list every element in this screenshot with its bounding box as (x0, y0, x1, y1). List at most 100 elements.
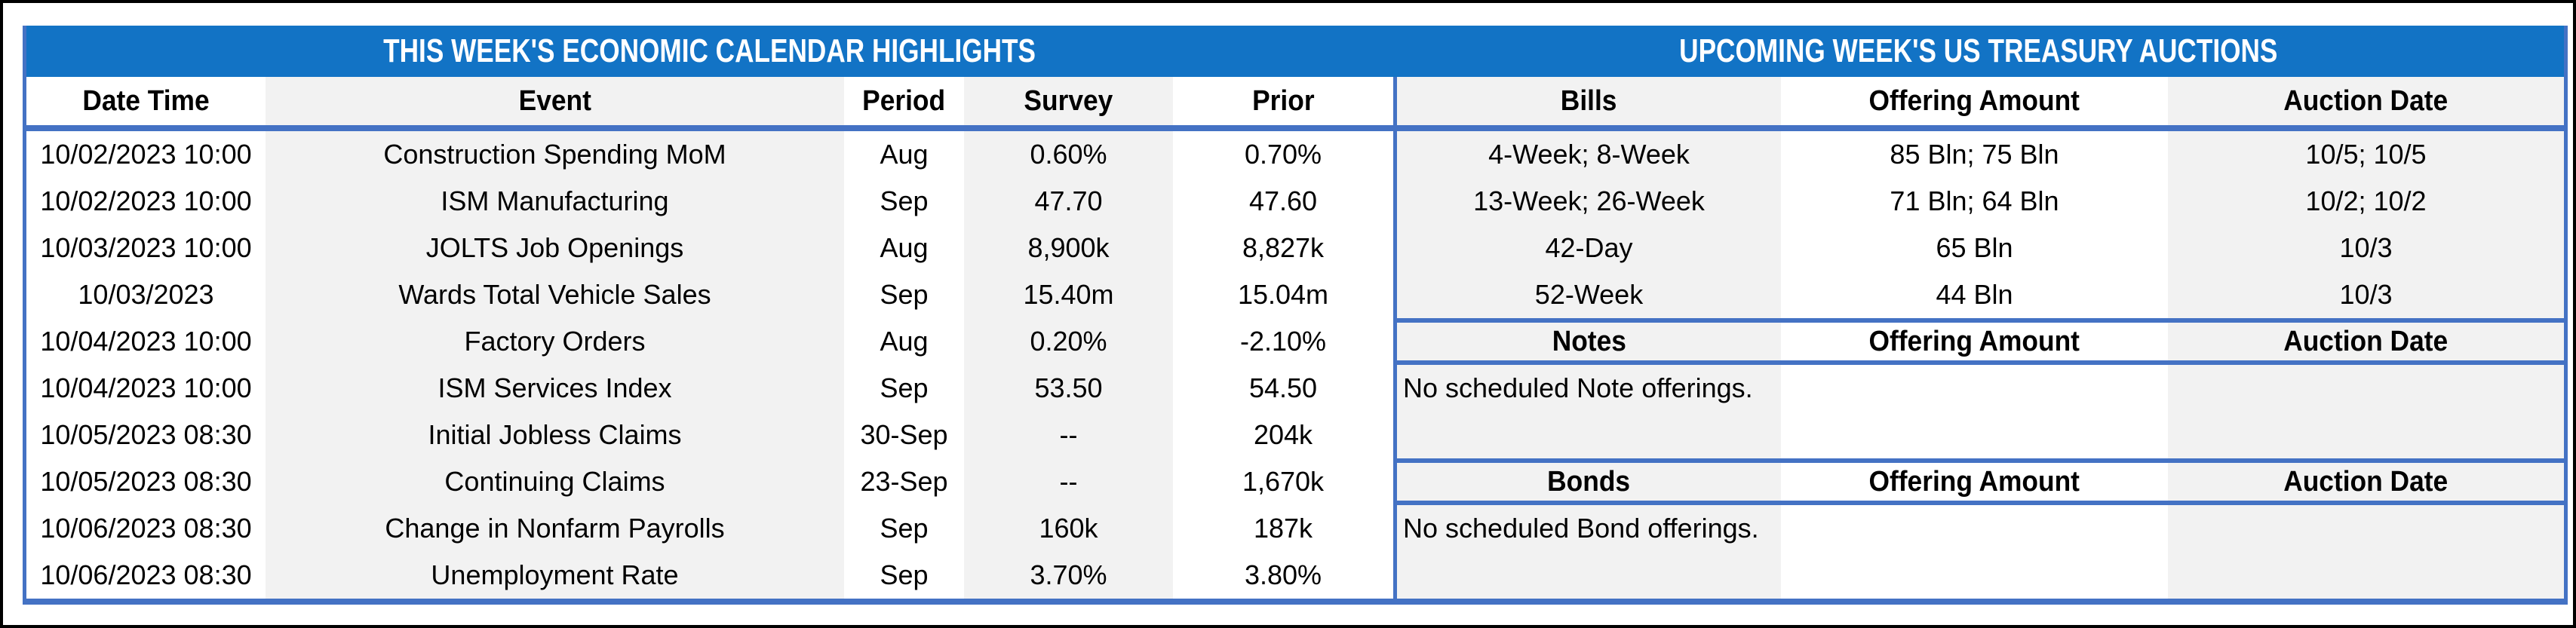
cell-period: 23-Sep (844, 458, 964, 505)
bonds-empty-date (2168, 505, 2564, 599)
cell-event: Initial Jobless Claims (266, 412, 844, 458)
notes-empty-date (2168, 365, 2564, 458)
calendar-pane: Date Time Event Period Survey Prior 10/0… (26, 77, 1393, 599)
cell-prior: -2.10% (1173, 318, 1393, 365)
cell-survey: 53.50 (964, 365, 1173, 412)
cell-event: ISM Manufacturing (266, 178, 844, 225)
economic-calendar-and-auctions-table: THIS WEEK'S ECONOMIC CALENDAR HIGHLIGHTS… (23, 26, 2568, 605)
cell-bill-amount: 44 Bln (1781, 271, 2168, 318)
notes-empty-amount (1781, 365, 2168, 458)
cell-event: Continuing Claims (266, 458, 844, 505)
cell-period: Sep (844, 505, 964, 552)
calendar-title: THIS WEEK'S ECONOMIC CALENDAR HIGHLIGHTS (383, 32, 1036, 69)
bonds-header-date: Auction Date (2168, 463, 2564, 501)
cell-survey: 0.20% (964, 318, 1173, 365)
table-content: Date Time Event Period Survey Prior 10/0… (26, 77, 2564, 599)
bills-header-date: Auction Date (2168, 77, 2564, 125)
cell-date: 10/05/2023 08:30 (26, 412, 266, 458)
cell-period: Sep (844, 271, 964, 318)
calendar-header-event-label: Event (518, 84, 591, 117)
calendar-row: 10/06/2023 08:30 Change in Nonfarm Payro… (26, 505, 1393, 552)
calendar-row: 10/03/2023 10:00 JOLTS Job Openings Aug … (26, 225, 1393, 271)
notes-message-cell: No scheduled Note offerings. (1397, 365, 1781, 458)
cell-survey: 160k (964, 505, 1173, 552)
calendar-row: 10/03/2023 Wards Total Vehicle Sales Sep… (26, 271, 1393, 318)
cell-period: Sep (844, 365, 964, 412)
calendar-row: 10/02/2023 10:00 Construction Spending M… (26, 131, 1393, 178)
cell-auction-date: 10/3 (2168, 225, 2564, 271)
notes-header-amount: Offering Amount (1781, 323, 2168, 360)
bonds-header-row: Bonds Offering Amount Auction Date (1397, 458, 2564, 505)
cell-period: Aug (844, 225, 964, 271)
bills-header-type: Bills (1397, 77, 1781, 125)
bills-row: 4-Week; 8-Week 85 Bln; 75 Bln 10/5; 10/5 (1397, 131, 2564, 178)
cell-auction-date: 10/3 (2168, 271, 2564, 318)
cell-auction-date: 10/5; 10/5 (2168, 131, 2564, 178)
cell-date: 10/06/2023 08:30 (26, 505, 266, 552)
calendar-header-period: Period (844, 77, 964, 125)
cell-period: 30-Sep (844, 412, 964, 458)
cell-prior: 187k (1173, 505, 1393, 552)
bills-header-amount: Offering Amount (1781, 77, 2168, 125)
calendar-header-row: Date Time Event Period Survey Prior (26, 77, 1393, 131)
bills-row: 52-Week 44 Bln 10/3 (1397, 271, 2564, 318)
cell-bill-amount: 65 Bln (1781, 225, 2168, 271)
title-band: THIS WEEK'S ECONOMIC CALENDAR HIGHLIGHTS… (26, 26, 2564, 77)
bonds-header-type-label: Bonds (1547, 465, 1631, 498)
bills-row: 42-Day 65 Bln 10/3 (1397, 225, 2564, 271)
calendar-header-event: Event (266, 77, 844, 125)
cell-prior: 204k (1173, 412, 1393, 458)
cell-date: 10/05/2023 08:30 (26, 458, 266, 505)
auctions-title-cell: UPCOMING WEEK'S US TREASURY AUCTIONS (1393, 26, 2564, 77)
calendar-title-cell: THIS WEEK'S ECONOMIC CALENDAR HIGHLIGHTS (26, 26, 1393, 77)
cell-prior: 15.04m (1173, 271, 1393, 318)
cell-bill-type: 4-Week; 8-Week (1397, 131, 1781, 178)
notes-header-type-label: Notes (1552, 325, 1626, 357)
calendar-row: 10/05/2023 08:30 Continuing Claims 23-Se… (26, 458, 1393, 505)
bonds-header-amount: Offering Amount (1781, 463, 2168, 501)
calendar-header-date: Date Time (26, 77, 266, 125)
calendar-row: 10/04/2023 10:00 ISM Services Index Sep … (26, 365, 1393, 412)
cell-event: Unemployment Rate (266, 552, 844, 599)
notes-header-amount-label: Offering Amount (1868, 325, 2080, 357)
calendar-header-period-label: Period (862, 84, 946, 117)
cell-bill-type: 13-Week; 26-Week (1397, 178, 1781, 225)
cell-auction-date: 10/2; 10/2 (2168, 178, 2564, 225)
cell-survey: 47.70 (964, 178, 1173, 225)
cell-prior: 3.80% (1173, 552, 1393, 599)
auctions-title: UPCOMING WEEK'S US TREASURY AUCTIONS (1679, 32, 2278, 69)
cell-event: Wards Total Vehicle Sales (266, 271, 844, 318)
cell-prior: 47.60 (1173, 178, 1393, 225)
notes-header-date: Auction Date (2168, 323, 2564, 360)
bonds-header-amount-label: Offering Amount (1868, 465, 2080, 498)
notes-header-type: Notes (1397, 323, 1781, 360)
calendar-header-prior: Prior (1173, 77, 1393, 125)
bonds-header-type: Bonds (1397, 463, 1781, 501)
bills-header-type-label: Bills (1561, 84, 1617, 117)
bonds-empty-amount (1781, 505, 2168, 599)
cell-prior: 54.50 (1173, 365, 1393, 412)
cell-bill-amount: 71 Bln; 64 Bln (1781, 178, 2168, 225)
cell-date: 10/06/2023 08:30 (26, 552, 266, 599)
bills-header-date-label: Auction Date (2283, 84, 2449, 117)
cell-survey: 0.60% (964, 131, 1173, 178)
cell-date: 10/04/2023 10:00 (26, 318, 266, 365)
cell-survey: 3.70% (964, 552, 1173, 599)
cell-event: Factory Orders (266, 318, 844, 365)
bonds-header-date-label: Auction Date (2283, 465, 2449, 498)
cell-prior: 1,670k (1173, 458, 1393, 505)
cell-prior: 0.70% (1173, 131, 1393, 178)
bonds-message: No scheduled Bond offerings. (1403, 513, 1759, 544)
cell-event: ISM Services Index (266, 365, 844, 412)
cell-period: Aug (844, 131, 964, 178)
cell-survey: 15.40m (964, 271, 1173, 318)
cell-bill-type: 52-Week (1397, 271, 1781, 318)
cell-event: Change in Nonfarm Payrolls (266, 505, 844, 552)
cell-survey: -- (964, 458, 1173, 505)
cell-period: Sep (844, 178, 964, 225)
calendar-row: 10/05/2023 08:30 Initial Jobless Claims … (26, 412, 1393, 458)
notes-header-date-label: Auction Date (2283, 325, 2449, 357)
cell-period: Sep (844, 552, 964, 599)
auctions-pane: Bills Offering Amount Auction Date 4-Wee… (1393, 77, 2564, 599)
